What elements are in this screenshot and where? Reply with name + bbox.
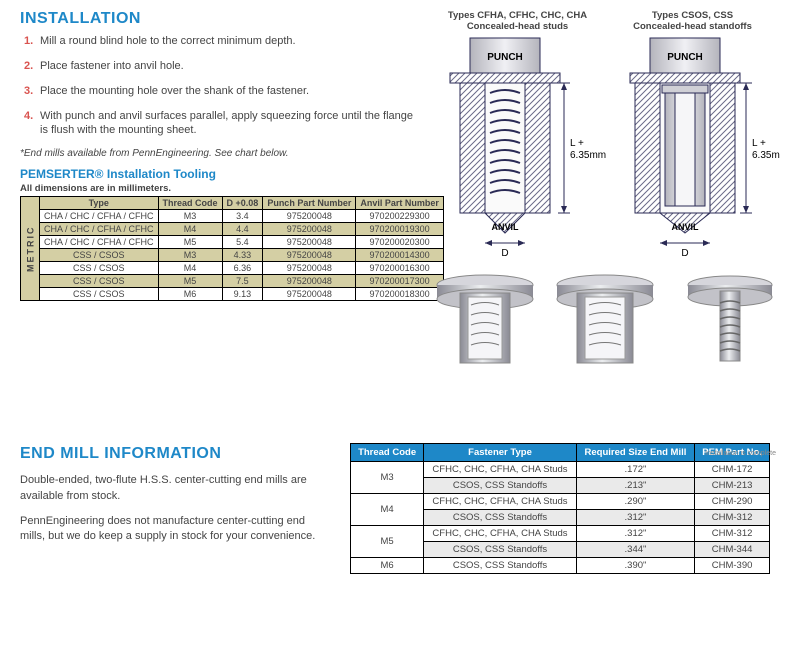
em-col-ft: Fastener Type <box>424 443 577 461</box>
table-row: CHA / CHC / CFHA / CFHCM55.4975200048970… <box>21 236 444 249</box>
endmill-table: Thread Code Fastener Type Required Size … <box>350 443 770 574</box>
install-footnote: *End mills available from PennEngineerin… <box>20 148 420 159</box>
endmill-section: END MILL INFORMATION Double-ended, two-f… <box>20 383 780 574</box>
anvil-label: ANVIL <box>672 222 700 232</box>
d-label: D <box>501 248 508 259</box>
tooling-heading: PEMSERTER® Installation Tooling <box>20 167 420 181</box>
punch-label: PUNCH <box>487 52 523 63</box>
diagrams-column: Types CFHA, CFHC, CHC, CHA Concealed-hea… <box>430 10 780 383</box>
table-row: M3CFHC, CHC, CFHA, CHA Studs.172"CHM-172 <box>351 461 770 477</box>
table-row: CSS / CSOSM34.33975200048970200014300 <box>21 249 444 262</box>
install-step: Place the mounting hole over the shank o… <box>24 84 420 99</box>
table-row: CHA / CHC / CFHA / CFHCM33.4975200048970… <box>21 210 444 223</box>
table-row: CSS / CSOSM57.5975200048970200017300 <box>21 275 444 288</box>
installation-column: INSTALLATION Mill a round blind hole to … <box>20 10 420 301</box>
tooling-table: METRIC Type Thread Code D +0.08 Punch Pa… <box>20 196 444 301</box>
d-label: D <box>681 248 688 259</box>
cutaway-diagrams <box>430 263 780 383</box>
tooling-col-code: Thread Code <box>158 197 222 210</box>
table-row: CSS / CSOSM69.13975200048970200018300 <box>21 288 444 301</box>
tooling-col-type: Type <box>40 197 159 210</box>
svg-text:L +: L + <box>752 138 766 149</box>
dim-label-val: 6.35mm <box>570 150 606 161</box>
table-row: M5CFHC, CHC, CFHA, CHA Studs.312"CHM-312 <box>351 525 770 541</box>
install-step: Mill a round blind hole to the correct m… <box>24 34 420 49</box>
diagram-left-title1: Types CFHA, CFHC, CHC, CHA <box>448 10 587 21</box>
endmill-para1: Double-ended, two-flute H.S.S. center-cu… <box>20 473 330 504</box>
metric-label: METRIC <box>21 197 40 301</box>
installation-title: INSTALLATION <box>20 10 420 28</box>
endmill-para2: PennEngineering does not manufacture cen… <box>20 514 330 545</box>
tooling-col-d: D +0.08 <box>222 197 263 210</box>
em-col-size: Required Size End Mill <box>576 443 694 461</box>
diagram-left-title2: Concealed-head studs <box>467 21 568 32</box>
tooling-dim-note: All dimensions are in millimeters. <box>20 183 420 194</box>
anvil-label: ANVIL <box>492 222 520 232</box>
install-complete-caption: Installation is complete <box>705 450 776 457</box>
diagram-right-title2: Concealed-head standoffs <box>633 21 752 32</box>
table-row: CSS / CSOSM46.36975200048970200016300 <box>21 262 444 275</box>
install-step: With punch and anvil surfaces parallel, … <box>24 109 420 139</box>
cross-section-diagrams: PUNCH ANVIL L + 6.35mm <box>430 33 780 263</box>
em-col-code: Thread Code <box>351 443 424 461</box>
diagram-right-title1: Types CSOS, CSS <box>652 10 733 21</box>
endmill-title: END MILL INFORMATION <box>20 443 330 465</box>
install-step: Place fastener into anvil hole. <box>24 59 420 74</box>
table-row: M6CSOS, CSS Standoffs.390"CHM-390 <box>351 557 770 573</box>
table-row: CHA / CHC / CFHA / CFHCM44.4975200048970… <box>21 223 444 236</box>
svg-text:6.35mm: 6.35mm <box>752 150 780 161</box>
diagram-titles: Types CFHA, CFHC, CHC, CHA Concealed-hea… <box>430 10 780 33</box>
install-steps-list: Mill a round blind hole to the correct m… <box>24 34 420 138</box>
dim-label: L + <box>570 138 584 149</box>
punch-label: PUNCH <box>667 52 703 63</box>
tooling-col-punch: Punch Part Number <box>263 197 356 210</box>
table-row: M4CFHC, CHC, CFHA, CHA Studs.290"CHM-290 <box>351 493 770 509</box>
